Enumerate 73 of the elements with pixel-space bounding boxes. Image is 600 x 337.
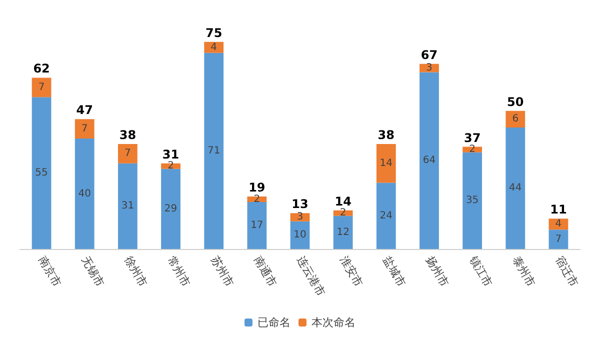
- data-label: 3: [426, 62, 432, 74]
- total-label: 14: [334, 194, 352, 208]
- total-label: 38: [119, 128, 136, 142]
- total-label: 75: [205, 26, 222, 40]
- data-label: 17: [250, 220, 264, 232]
- data-label: 2: [469, 144, 476, 156]
- data-label: 35: [466, 195, 479, 206]
- data-label: 71: [207, 145, 220, 156]
- data-label: 55: [35, 168, 48, 179]
- data-label: 7: [124, 148, 131, 160]
- bar: [420, 72, 439, 249]
- total-label: 11: [550, 202, 567, 217]
- x-tick-label: 南通市: [251, 254, 280, 289]
- bar: [32, 78, 52, 98]
- total-label: 50: [507, 94, 524, 109]
- data-label: 4: [555, 218, 562, 230]
- data-label: 24: [380, 210, 393, 222]
- data-label: 12: [336, 226, 350, 238]
- bar: [118, 144, 138, 164]
- x-tick-label: 扬州市: [424, 254, 452, 289]
- data-label: 3: [296, 212, 304, 223]
- bar: [74, 138, 94, 249]
- legend-label: 已命名: [258, 316, 290, 329]
- total-label: 62: [33, 62, 50, 76]
- data-label: 29: [164, 203, 178, 214]
- bar: [376, 182, 396, 249]
- data-label: 44: [509, 182, 522, 194]
- x-tick-label: 无锡市: [78, 254, 107, 289]
- bar: [376, 144, 396, 183]
- bar: [506, 127, 526, 249]
- bar: [333, 216, 353, 249]
- bar: [247, 202, 267, 249]
- total-label: 67: [420, 48, 438, 62]
- total-label: 37: [464, 130, 481, 145]
- x-tick-label: 盐城市: [380, 254, 408, 289]
- x-tick-label: 苏州市: [208, 254, 236, 289]
- data-label: 10: [294, 230, 306, 241]
- data-label: 2: [254, 194, 260, 205]
- x-tick-label: 徐州市: [122, 254, 150, 289]
- bar: [548, 230, 568, 249]
- data-label: 64: [422, 155, 436, 166]
- bar: [74, 119, 94, 138]
- total-label: 31: [162, 147, 180, 162]
- bar: [204, 42, 224, 53]
- bar: [462, 152, 482, 249]
- data-label: 2: [340, 208, 346, 219]
- bar: [118, 163, 138, 249]
- x-tick-label: 宿迁市: [552, 254, 581, 289]
- bar: [204, 52, 224, 249]
- data-label: 4: [210, 42, 218, 53]
- x-tick-label: 泰州市: [510, 254, 538, 289]
- x-tick-label: 连云港市: [294, 254, 328, 298]
- x-tick-label: 常州市: [165, 254, 193, 289]
- total-label: 38: [378, 128, 395, 142]
- data-label: 7: [555, 234, 562, 245]
- data-label: 40: [78, 188, 91, 200]
- data-label: 2: [168, 160, 174, 172]
- data-label: 7: [81, 123, 88, 134]
- total-label: 19: [248, 180, 266, 195]
- data-label: 31: [121, 200, 134, 212]
- x-tick-label: 淮安市: [337, 254, 366, 289]
- bar: [32, 97, 52, 249]
- total-label: 47: [76, 103, 93, 118]
- bar: [161, 168, 180, 249]
- data-label: 7: [38, 82, 45, 93]
- x-tick-label: 南京市: [36, 254, 64, 289]
- data-label: 6: [512, 114, 519, 125]
- x-tick-label: 镇江市: [466, 252, 494, 289]
- bar: [506, 110, 526, 128]
- bar: [290, 221, 310, 249]
- data-label: 14: [380, 158, 393, 169]
- total-label: 13: [292, 197, 308, 212]
- legend-label: 本次命名: [312, 316, 356, 329]
